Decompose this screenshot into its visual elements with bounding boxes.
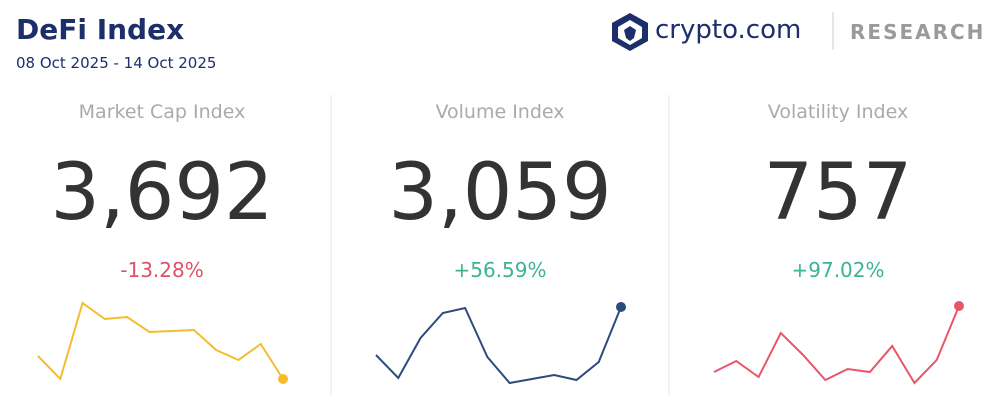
card-title: Market Cap Index [79,101,246,123]
card-value: 3,059 [388,148,611,238]
card-title: Volatility Index [768,101,908,123]
card-value: 757 [764,148,913,238]
date-range: 08 Oct 2025 - 14 Oct 2025 [16,54,216,72]
sparkline [375,306,622,385]
card-change: -13.28% [120,258,203,282]
card-title: Volume Index [435,101,564,123]
card-value: 3,692 [50,148,273,238]
sparkline-end-dot [954,301,964,311]
sparkline-end-dot [278,374,288,384]
brand: crypto.com [655,15,801,45]
card-change: +56.59% [453,258,546,282]
sparkline [37,301,284,381]
section: RESEARCH [850,20,985,44]
title: DeFi Index [16,13,184,46]
logo-icon [612,13,648,51]
card-change: +97.02% [791,258,884,282]
sparkline-end-dot [616,302,626,312]
sparkline [713,305,960,385]
